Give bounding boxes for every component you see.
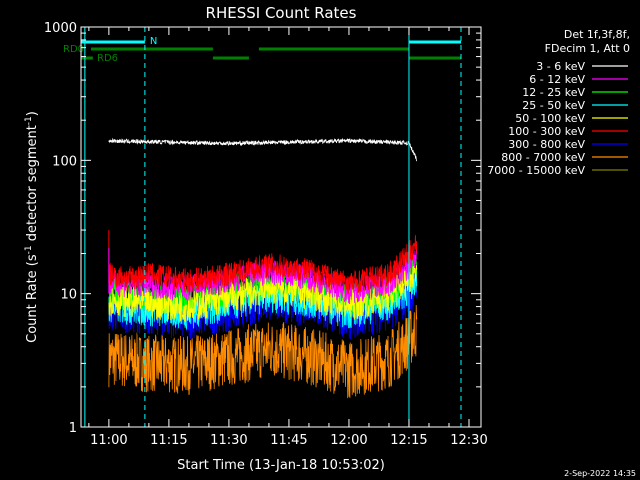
legend-label: 300 - 800 keV xyxy=(508,138,585,151)
x-tick-label: 11:30 xyxy=(210,433,247,448)
legend-label: 25 - 50 keV xyxy=(522,99,585,112)
legend-label: 50 - 100 keV xyxy=(515,112,585,125)
x-tick-label: 11:00 xyxy=(90,433,127,448)
y-axis-label-part2: detector segment xyxy=(25,125,40,245)
legend-label: 100 - 300 keV xyxy=(508,125,585,138)
x-tick-label: 11:45 xyxy=(270,433,307,448)
y-axis: 1 10 100 1000 xyxy=(44,21,481,436)
legend-label: 800 - 7000 keV xyxy=(501,151,585,164)
x-tick-label: 12:00 xyxy=(330,433,367,448)
legend-label: 7000 - 15000 keV xyxy=(487,164,585,177)
y-axis-label-part1: Count Rate (s xyxy=(25,254,40,343)
rd0-label: RD0 xyxy=(63,44,84,55)
legend-header-2: FDecim 1, Att 0 xyxy=(545,42,630,55)
legend-header-1: Det 1f,3f,8f, xyxy=(564,28,630,41)
y-tick-label: 1 xyxy=(69,421,77,436)
series-layer xyxy=(108,137,418,399)
rd6-label: RD6 xyxy=(97,53,118,64)
series-line xyxy=(108,137,418,162)
y-tick-label: 100 xyxy=(52,154,77,169)
n-label: N xyxy=(150,36,157,47)
plot-area: N RD0 RD6 xyxy=(63,27,462,427)
annotation-layer: N RD0 RD6 xyxy=(63,27,462,427)
x-axis: 11:00 11:15 11:30 11:45 12:00 12:15 12:30 xyxy=(88,27,488,448)
y-axis-label: Count Rate (s-1 detector segment-1) xyxy=(24,111,40,343)
series-line xyxy=(108,304,418,399)
y-axis-label-sup2: -1 xyxy=(24,116,34,125)
x-axis-label: Start Time (13-Jan-18 10:53:02) xyxy=(177,458,385,473)
timestamp: 2-Sep-2022 14:35 xyxy=(564,469,636,478)
chart-title: RHESSI Count Rates xyxy=(206,4,357,22)
y-tick-label: 10 xyxy=(60,288,77,303)
series-line xyxy=(108,235,418,295)
y-tick-label: 1000 xyxy=(44,21,77,36)
legend: Det 1f,3f,8f, FDecim 1, Att 0 3 - 6 keV6… xyxy=(487,28,630,177)
plot-frame xyxy=(80,26,482,428)
series-line xyxy=(108,258,418,323)
x-tick-label: 11:15 xyxy=(150,433,187,448)
legend-label: 3 - 6 keV xyxy=(536,60,585,73)
y-axis-label-sup1: -1 xyxy=(24,245,34,254)
legend-label: 6 - 12 keV xyxy=(529,73,585,86)
y-axis-label-part3: ) xyxy=(25,111,40,116)
x-tick-label: 12:30 xyxy=(450,433,487,448)
x-tick-label: 12:15 xyxy=(390,433,427,448)
legend-label: 12 - 25 keV xyxy=(522,86,585,99)
